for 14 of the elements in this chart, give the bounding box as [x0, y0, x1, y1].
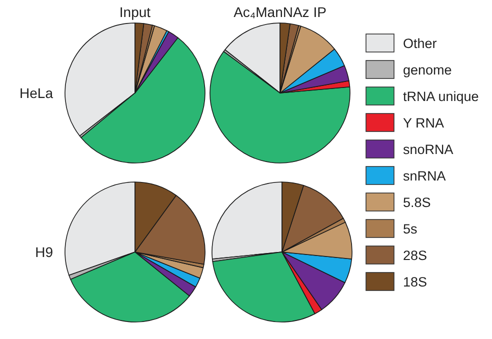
legend-label: 5s	[403, 222, 418, 236]
legend-label: Y RNA	[403, 116, 444, 130]
chart-title: Ac₄ManNAz IP	[234, 4, 326, 20]
legend-label: 18S	[403, 274, 428, 290]
chart-title: Input	[119, 4, 151, 20]
text: HeLa	[20, 85, 54, 101]
legend-label: snRNA	[403, 168, 446, 184]
legend-label: 5.8S	[403, 195, 431, 210]
legend-label: genome	[403, 62, 452, 78]
text: H9	[35, 244, 54, 260]
legend-label: Other	[403, 36, 438, 51]
legend-label: tRNA unique	[403, 89, 479, 104]
legend-label: 28S	[403, 248, 428, 263]
legend-label: snoRNA	[403, 142, 454, 157]
